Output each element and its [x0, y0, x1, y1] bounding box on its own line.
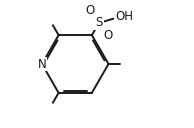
- Text: S: S: [95, 17, 103, 29]
- Text: N: N: [38, 57, 46, 71]
- Text: O: O: [103, 29, 112, 42]
- Text: OH: OH: [116, 10, 134, 23]
- Text: O: O: [86, 4, 95, 17]
